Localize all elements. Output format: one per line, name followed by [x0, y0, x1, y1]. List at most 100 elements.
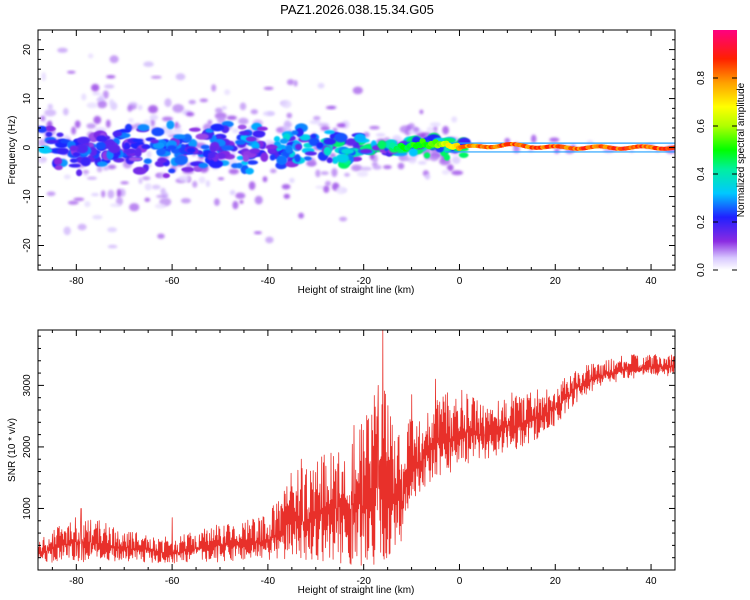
signal-track — [389, 138, 675, 153]
spectrogram-scatter-blob — [451, 170, 464, 176]
spectrogram-band-blob — [77, 136, 91, 144]
spectrogram-scatter-blob — [205, 180, 210, 188]
spectrogram-band-blob — [128, 156, 143, 162]
spectrogram-scatter-blob — [138, 177, 143, 184]
spectrogram-band-blob — [334, 132, 348, 143]
spectrogram-scatter-blob — [41, 72, 46, 82]
spectrogram-scatter-blob — [323, 185, 330, 193]
spectrogram-band-blob — [200, 144, 210, 150]
spectrogram-scatter-blob — [92, 92, 101, 96]
spectrogram-scatter-blob — [286, 112, 293, 119]
spectrogram-scatter-blob — [63, 226, 71, 236]
spectrogram-band-blob — [173, 134, 186, 140]
spectrogram-band-blob — [336, 153, 349, 163]
spectrogram-scatter-blob — [143, 61, 154, 67]
spectrogram-scatter-blob — [102, 166, 109, 171]
spectrogram-scatter-blob — [235, 192, 246, 199]
spectrogram-scatter-blob — [549, 137, 560, 143]
snr-x-label: Height of straight line (km) — [298, 585, 415, 596]
spectrogram-scatter-blob — [105, 119, 111, 128]
spectrogram-scatter-blob — [248, 181, 256, 191]
spectrogram-band-blob — [132, 166, 147, 175]
spectrogram-scatter-blob — [298, 212, 304, 219]
spectrogram-scatter-blob — [96, 97, 104, 102]
spectrogram-band-blob — [157, 157, 168, 164]
spectrogram-scatter-blob — [175, 73, 186, 81]
spectrogram-scatter-blob — [67, 200, 79, 205]
snr-y-tick-label: 1000 — [22, 497, 33, 520]
spectrogram-scatter-blob — [107, 164, 117, 170]
spectrogram-scatter-blob — [77, 223, 87, 231]
spectrogram-scatter-blob — [109, 99, 115, 106]
spectrogram-scatter-blob — [265, 236, 274, 244]
spectrogram-scatter-blob — [172, 127, 183, 135]
spectrogram-scatter-blob — [107, 244, 118, 249]
spectrogram-scatter-blob — [554, 148, 560, 154]
spectrogram-band-blob — [291, 130, 299, 136]
spectrogram-scatter-blob — [270, 168, 277, 174]
spectrogram-band-blob — [151, 127, 165, 137]
spectrogram-band-blob — [326, 157, 333, 164]
spectrogram-band-blob — [56, 132, 64, 138]
spectrogram-scatter-blob — [232, 200, 239, 210]
snr-panel: -80 -60 -40 -20 0 20 40 1000 2000 3000 Height of… — [7, 329, 676, 596]
spectrogram-scatter-blob — [375, 133, 386, 137]
spectrogram-y-tick-label: -20 — [22, 238, 33, 253]
spectrogram-scatter-blob — [71, 126, 77, 135]
spectrogram-scatter-blob — [150, 75, 162, 79]
spectrogram-scatter-blob — [186, 112, 195, 117]
spectrogram-band-blob — [57, 147, 69, 155]
spectrogram-scatter-blob — [46, 191, 56, 197]
spectrogram-scatter-blob — [282, 125, 290, 133]
spectrogram-band-blob — [141, 144, 150, 149]
colorbar-gradient — [713, 30, 737, 270]
spectrogram-scatter-blob — [148, 105, 158, 114]
spectrogram-scatter-blob — [81, 93, 87, 101]
spectrogram-y-tick-label: -10 — [22, 189, 33, 204]
spectrogram-band-blob — [119, 128, 131, 134]
spectrogram-scatter-blob — [144, 197, 151, 202]
spectrogram-band-blob — [323, 146, 332, 156]
spectrogram-scatter-blob — [116, 188, 121, 198]
spectrogram-scatter-blob — [429, 154, 439, 162]
spectrogram-band-blob — [45, 131, 53, 137]
spectrogram-scatter-blob — [156, 194, 168, 199]
spectrogram-scatter-blob — [207, 119, 213, 125]
spectrogram-scatter-blob — [318, 122, 330, 127]
spectrogram-band-blob — [80, 157, 92, 167]
spectrogram-scatter-blob — [44, 109, 57, 117]
spectrogram-scatter-blob — [442, 125, 449, 135]
spectrogram-scatter-blob — [146, 150, 152, 158]
spectrogram-x-tick-label: -20 — [356, 276, 371, 287]
snr-series-line — [38, 330, 675, 566]
spectrogram-band-blob — [46, 125, 55, 131]
spectrogram-scatter-blob — [106, 75, 116, 79]
spectrogram-scatter-blob — [38, 158, 46, 164]
spectrogram-scatter-blob — [86, 176, 97, 180]
spectrogram-scatter-blob — [144, 183, 152, 191]
spectrogram-x-tick-label: 0 — [457, 276, 463, 287]
spectrogram-band-blob — [285, 144, 294, 154]
snr-x-tick-label: 0 — [457, 576, 463, 587]
colorbar-tick-label: 0.2 — [696, 215, 707, 229]
spectrogram-scatter-blob — [238, 117, 249, 125]
spectrogram-frame — [37, 29, 676, 271]
spectrogram-scatter-blob — [128, 118, 134, 123]
spectrogram-band-blob — [68, 163, 81, 168]
spectrogram-band-blob — [458, 152, 469, 159]
spectrogram-scatter-blob — [325, 180, 331, 187]
spectrogram-band-blob — [143, 158, 152, 164]
spectrogram-scatter-blob — [356, 171, 369, 177]
spectrogram-scatter-blob — [172, 104, 184, 113]
spectrogram-scatter-blob — [199, 98, 208, 103]
spectrogram-scatter-blob — [313, 116, 321, 121]
spectrogram-band-blob — [265, 144, 278, 150]
spectrogram-scatter-blob — [83, 173, 89, 177]
spectrogram-band-blob — [96, 161, 108, 167]
spectrogram-band-blob — [273, 136, 281, 143]
spectrogram-scatter-blob — [371, 162, 378, 167]
snr-y-label: SNR (10 * v/v) — [7, 418, 18, 482]
colorbar-tick-label: 0.0 — [696, 263, 707, 277]
spectrogram-scatter-blob — [229, 189, 236, 196]
spectrogram-scatter-blob — [263, 86, 274, 90]
